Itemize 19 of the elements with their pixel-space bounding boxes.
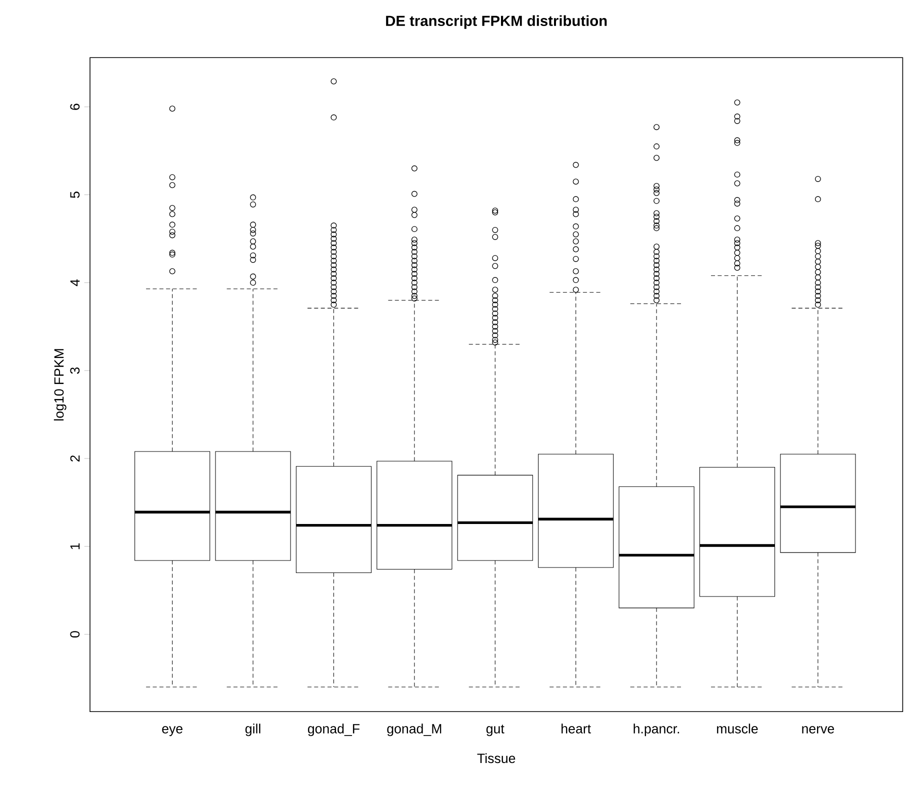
- y-tick-label: 1: [70, 544, 80, 550]
- x-tick-label: gut: [486, 724, 504, 736]
- chart-title: DE transcript FPKM distribution: [386, 15, 607, 30]
- x-tick-label: gill: [245, 724, 260, 736]
- x-tick-label: nerve: [802, 726, 834, 734]
- y-tick-label: 2: [70, 456, 80, 462]
- x-tick-label: h.pancr.: [634, 724, 680, 736]
- x-tick-label: gonad_F: [308, 724, 360, 736]
- x-tick-label: gonad_M: [387, 724, 442, 736]
- x-tick-label: heart: [562, 724, 591, 734]
- y-tick-label: 6: [70, 104, 80, 110]
- y-tick-label: 0: [70, 631, 80, 638]
- x-tick-label: eye: [162, 726, 182, 736]
- y-tick-label: 5: [70, 192, 80, 198]
- x-tick-label: muscle: [717, 724, 758, 734]
- y-tick-label: 4: [70, 280, 80, 286]
- y-tick-label: 3: [70, 368, 80, 374]
- x-axis-title: Tissue: [477, 753, 516, 764]
- y-axis-title: log10 FPKM: [54, 349, 66, 421]
